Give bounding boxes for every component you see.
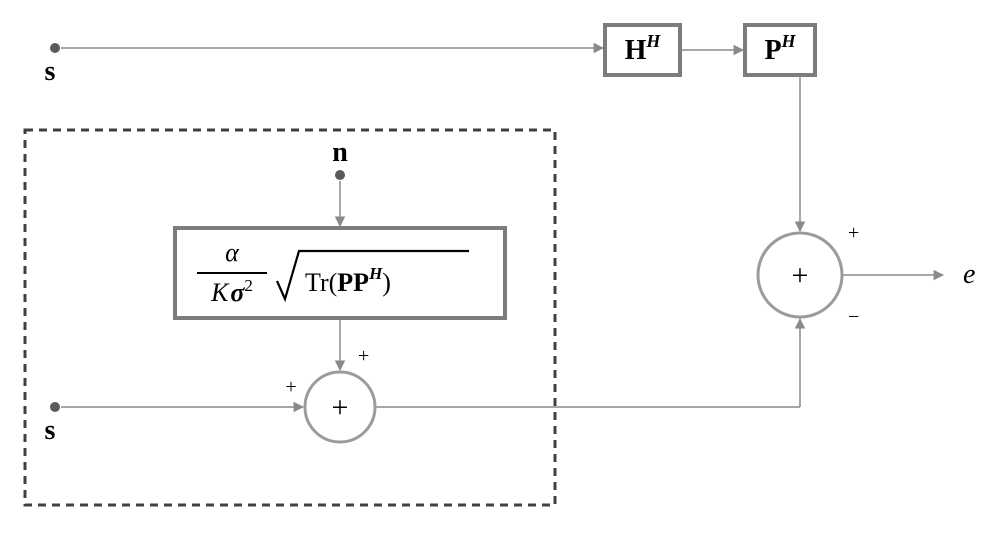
svg-text:e: e — [963, 259, 975, 290]
source-dot — [50, 402, 60, 412]
svg-text:+: + — [792, 259, 809, 292]
n-dot — [335, 170, 345, 180]
block-diagram: ssnHHPHαKσ2Tr(PPH)+++++−e — [0, 0, 1000, 535]
svg-text:n: n — [332, 137, 348, 168]
source-dot — [50, 43, 60, 53]
svg-text:+: + — [332, 391, 349, 424]
svg-text:s: s — [45, 415, 56, 446]
svg-text:−: − — [848, 306, 859, 328]
svg-text:α: α — [225, 238, 240, 267]
svg-text:+: + — [848, 222, 859, 244]
svg-text:s: s — [45, 56, 56, 87]
svg-text:+: + — [358, 345, 369, 367]
svg-text:+: + — [285, 376, 296, 398]
